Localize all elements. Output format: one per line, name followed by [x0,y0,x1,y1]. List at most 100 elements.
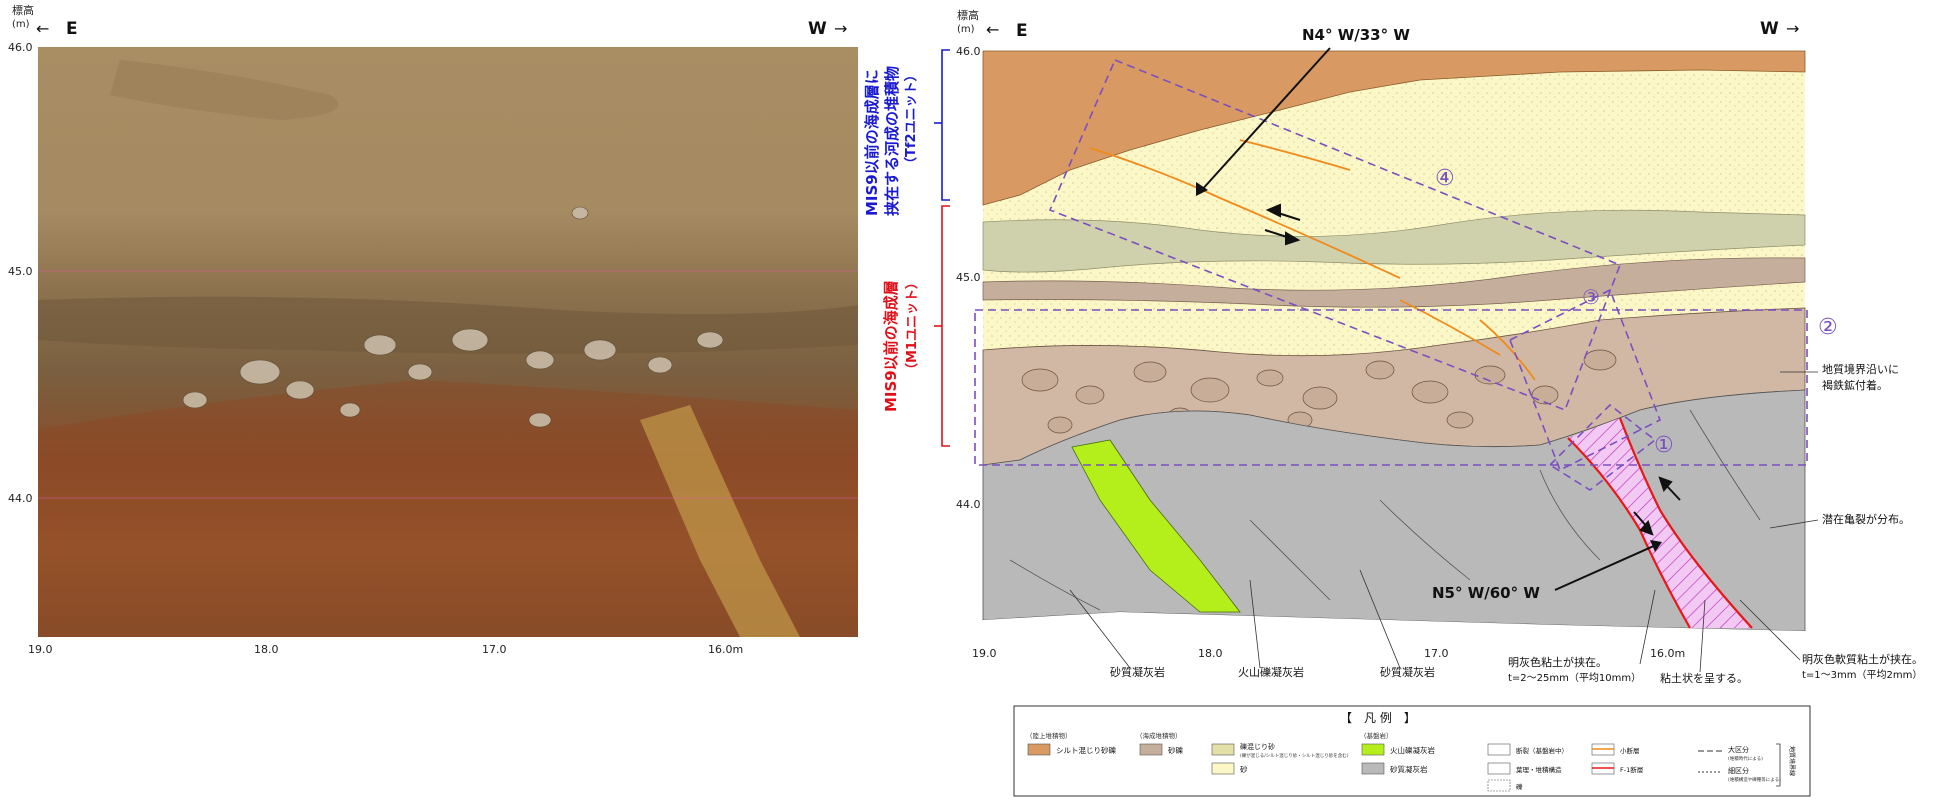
gravel-lens-middle [982,257,1806,308]
lapilli-tuff-dike [1071,439,1241,613]
right-west-arrow: → [1786,19,1799,38]
legend-swatch-gravel [1139,743,1163,756]
minor-faults[interactable] [1089,139,1536,381]
clay-right-leader [1739,599,1801,661]
legend-swatch-sand [1211,762,1235,775]
sketch-bottom-blank [983,612,1805,640]
zone-label-2: ② [1818,315,1838,340]
annotation-clay-left-3: 粘土状を呈する。 [1660,671,1748,685]
photo-upper-gravel-patch [110,60,339,120]
photo-cobbles [182,206,724,428]
legend-label-lapilli-tuff: 火山礫凝灰岩 [1390,745,1435,755]
rock-label-sandy-tuff-2: 砂質凝灰岩 [1380,665,1435,679]
legend-label-gravel: 砂礫 [1168,745,1184,755]
right-west-label: W [1760,19,1779,39]
right-elevation-header: 標高 [957,8,979,22]
photo-dark-band [38,296,858,354]
rock-label-1-leader [1069,589,1131,669]
right-y-tick-45: 45.0 [956,271,981,284]
strike-dip-lower-pointer [1554,544,1657,591]
unit-bracket-area: MIS9以前の海成層に 挟在する河成の堆積物 （Tf2ユニット） MIS9以前の… [863,49,950,447]
left-y-tick-44: 44.0 [8,492,33,505]
legend-boundary-bracket [1776,743,1781,787]
upper-unit-label-1: MIS9以前の海成層に [863,69,881,216]
right-y-tick-44: 44.0 [956,498,981,511]
right-x-tick-16: 16.0m [1650,647,1685,660]
zone-box-4[interactable] [1048,58,1622,412]
f1-fault-line-right[interactable] [1618,417,1753,629]
legend-swatch-gravelly-sand [1211,743,1235,756]
left-x-tick-18: 18.0 [254,643,279,656]
upper-unit-label-3: （Tf2ユニット） [903,68,919,170]
zone-box-1[interactable] [1548,403,1657,491]
upper-unit-bracket [941,49,950,201]
zone-label-1: ① [1654,433,1674,458]
right-east-label: E [1016,21,1028,41]
legend-group-marine: （海成堆積物） [1136,731,1182,740]
rock-label-lapilli-tuff: 火山礫凝灰岩 [1238,665,1304,679]
legend-box: 【 凡 例 】 （陸上堆積物） （海成堆積物） （基盤岩） シルト混じり砂礫 砂… [1013,705,1811,797]
legend-label-sandy-tuff: 砂質凝灰岩 [1390,764,1428,774]
zone-label-3: ③ [1582,285,1600,309]
left-west-label: W [808,19,827,39]
strike-dip-upper-pointer [1199,47,1331,193]
legend-swatch-gravel-symbol [1487,779,1511,792]
rock-label-3-leader [1359,569,1401,669]
slip-arrows [1264,203,1681,536]
left-x-tick-17: 17.0 [482,643,507,656]
zone-box-3[interactable] [1508,288,1662,472]
legend-swatch-bedding [1487,762,1511,775]
left-elevation-unit: (m) [12,19,30,30]
sketch-panel: 標高 (m) ← E W → [956,8,1923,685]
strike-dip-upper-arrowhead [1196,182,1208,196]
left-elevation-header: 標高 [12,3,34,17]
legend-label-minor-fault: 小断層 [1620,746,1640,755]
annotation-clay-right-1: 明灰色軟質粘土が挟在。 [1802,652,1923,666]
lower-unit-label-2: （M1ユニット） [904,276,920,376]
lower-unit-label-1: MIS9以前の海成層 [882,280,900,412]
legend-label-silty-gravel: シルト混じり砂礫 [1056,745,1116,755]
zone-box-2[interactable] [974,309,1808,466]
strike-dip-lower-arrowhead [1650,540,1662,552]
right-x-tick-18: 18.0 [1198,647,1223,660]
left-y-tick-46: 46.0 [8,41,33,54]
rock-label-2-leader [1249,579,1261,669]
legend-group-land: （陸上堆積物） [1026,731,1072,740]
annotation-clay-right-2: t=1～3mm（平均2mm） [1802,669,1922,681]
left-y-tick-45: 45.0 [8,265,33,278]
legend-label-gravel-symbol: 礫 [1516,782,1523,791]
annotation-clay-left-2: t=2～25mm（平均10mm） [1508,672,1641,684]
clay-middle-leader [1699,599,1706,673]
legend-label-bedding: 葉理・堆積構造 [1516,765,1562,774]
photo-yellow-dike [640,405,800,637]
right-east-arrow: ← [986,20,999,39]
annotation-clay-left-1: 明灰色粘土が挟在。 [1508,655,1607,669]
gravel-clasts [1021,349,1617,434]
crack-annotation-leader [1769,519,1819,529]
legend-title: 【 凡 例 】 [1340,711,1416,725]
annotation-boundary-1: 地質境界沿いに [1822,362,1899,376]
left-east-arrow: ← [36,19,49,38]
strike-dip-lower: N5° W/60° W [1432,584,1540,602]
legend-label-f1-fault: F-1断層 [1620,765,1643,774]
legend-swatch-fault-basement [1487,743,1511,756]
legend-swatch-sandy-tuff [1361,762,1385,775]
legend-swatch-lapilli-tuff [1361,743,1385,756]
clay-left-leader [1639,589,1656,665]
right-x-tick-19: 19.0 [972,647,997,660]
right-x-tick-17: 17.0 [1424,647,1449,660]
legend-label-gravelly-sand: 礫混じり砂 [1240,742,1275,751]
upper-unit-label-2: 挟在する河成の堆積物 [883,66,901,216]
legend-label-small-division: 細区分 [1728,766,1749,775]
rock-label-sandy-tuff-1: 砂質凝灰岩 [1110,665,1165,679]
legend-label-gravelly-sand-note: (礫が混じる/シルト混じり砂・シルト混じり砂を含む) [1240,752,1349,759]
left-west-arrow: → [834,19,847,38]
legend-label-small-division-note: (堆積構造や礫種等による) [1728,776,1781,783]
lower-unit-bracket [941,205,950,447]
legend-label-large-division: 大区分 [1728,745,1749,754]
annotation-boundary-2: 褐鉄鉱付着。 [1822,378,1888,392]
legend-label-large-division-note: (堆積時代による) [1728,755,1763,762]
annotation-cracks: 潜在亀裂が分布。 [1822,512,1910,526]
